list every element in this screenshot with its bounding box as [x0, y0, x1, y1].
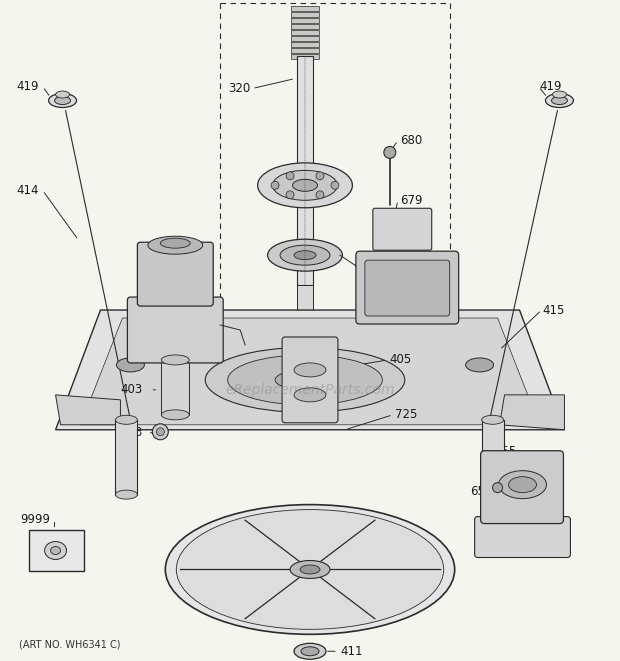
Circle shape: [271, 181, 279, 189]
Circle shape: [331, 181, 339, 189]
Text: 678: 678: [420, 252, 442, 264]
Text: 320: 320: [228, 82, 250, 95]
Ellipse shape: [546, 94, 574, 108]
Ellipse shape: [275, 370, 335, 390]
Ellipse shape: [117, 358, 144, 372]
Text: 630: 630: [166, 254, 188, 266]
Ellipse shape: [293, 179, 317, 191]
Ellipse shape: [176, 510, 444, 629]
Bar: [291, 18, 319, 22]
Bar: [297, 285, 313, 325]
Ellipse shape: [300, 565, 320, 574]
Bar: [29, 529, 84, 572]
Ellipse shape: [280, 245, 330, 265]
Ellipse shape: [290, 561, 330, 578]
Text: 725: 725: [395, 408, 417, 421]
Text: 603: 603: [350, 613, 372, 626]
FancyBboxPatch shape: [480, 451, 564, 524]
Text: 680: 680: [400, 134, 422, 147]
Bar: [291, 12, 319, 17]
Ellipse shape: [161, 355, 189, 365]
Ellipse shape: [294, 251, 316, 260]
Ellipse shape: [268, 239, 342, 271]
Circle shape: [153, 424, 168, 440]
FancyBboxPatch shape: [356, 251, 459, 324]
Circle shape: [493, 483, 503, 492]
Circle shape: [316, 191, 324, 199]
FancyBboxPatch shape: [127, 297, 223, 363]
Bar: [291, 42, 319, 47]
Ellipse shape: [48, 94, 76, 108]
Ellipse shape: [56, 91, 69, 98]
Text: 405: 405: [390, 354, 412, 366]
Ellipse shape: [294, 643, 326, 659]
Bar: [291, 54, 319, 59]
Ellipse shape: [498, 471, 546, 498]
Circle shape: [286, 191, 294, 199]
Bar: [291, 48, 319, 53]
FancyBboxPatch shape: [373, 208, 432, 250]
Ellipse shape: [148, 236, 203, 254]
Ellipse shape: [482, 415, 503, 424]
Text: 419: 419: [17, 80, 39, 93]
Text: eReplacementParts.com: eReplacementParts.com: [225, 383, 395, 397]
Text: 679: 679: [400, 194, 422, 207]
Bar: [291, 6, 319, 11]
Circle shape: [316, 172, 324, 180]
Ellipse shape: [205, 348, 405, 412]
FancyBboxPatch shape: [282, 337, 338, 423]
Ellipse shape: [55, 97, 71, 104]
Polygon shape: [56, 395, 120, 425]
Ellipse shape: [51, 547, 61, 555]
Text: 9999: 9999: [20, 513, 51, 526]
Ellipse shape: [466, 358, 494, 372]
Text: 411: 411: [340, 644, 363, 658]
Ellipse shape: [161, 238, 190, 248]
Text: 655: 655: [495, 446, 517, 458]
FancyBboxPatch shape: [365, 260, 450, 316]
Circle shape: [286, 172, 294, 180]
Bar: [291, 30, 319, 34]
Text: 419: 419: [539, 80, 562, 93]
Ellipse shape: [166, 504, 454, 635]
Ellipse shape: [115, 415, 138, 424]
Ellipse shape: [258, 163, 352, 208]
Text: 651: 651: [469, 485, 492, 498]
Bar: [291, 24, 319, 28]
Ellipse shape: [482, 490, 503, 499]
Ellipse shape: [552, 91, 567, 98]
Text: 415: 415: [542, 303, 565, 317]
Text: 413: 413: [120, 426, 143, 440]
Bar: [161, 360, 189, 415]
Ellipse shape: [294, 363, 326, 377]
Polygon shape: [81, 318, 539, 425]
Polygon shape: [56, 310, 564, 430]
FancyBboxPatch shape: [138, 242, 213, 306]
Circle shape: [156, 428, 164, 436]
Ellipse shape: [294, 388, 326, 402]
Ellipse shape: [115, 490, 138, 499]
Ellipse shape: [45, 541, 66, 559]
Ellipse shape: [508, 477, 536, 492]
Text: (ART NO. WH6341 C): (ART NO. WH6341 C): [19, 639, 120, 649]
Ellipse shape: [301, 647, 319, 656]
Bar: [115, 420, 138, 494]
Ellipse shape: [161, 410, 189, 420]
Ellipse shape: [228, 355, 383, 405]
Bar: [482, 420, 503, 494]
Bar: [291, 36, 319, 40]
Bar: [297, 56, 313, 285]
Ellipse shape: [273, 171, 337, 200]
FancyBboxPatch shape: [475, 517, 570, 557]
Text: 414: 414: [17, 184, 39, 197]
Text: 403: 403: [120, 383, 143, 397]
Polygon shape: [500, 395, 564, 430]
Circle shape: [384, 147, 396, 159]
Ellipse shape: [551, 97, 567, 104]
